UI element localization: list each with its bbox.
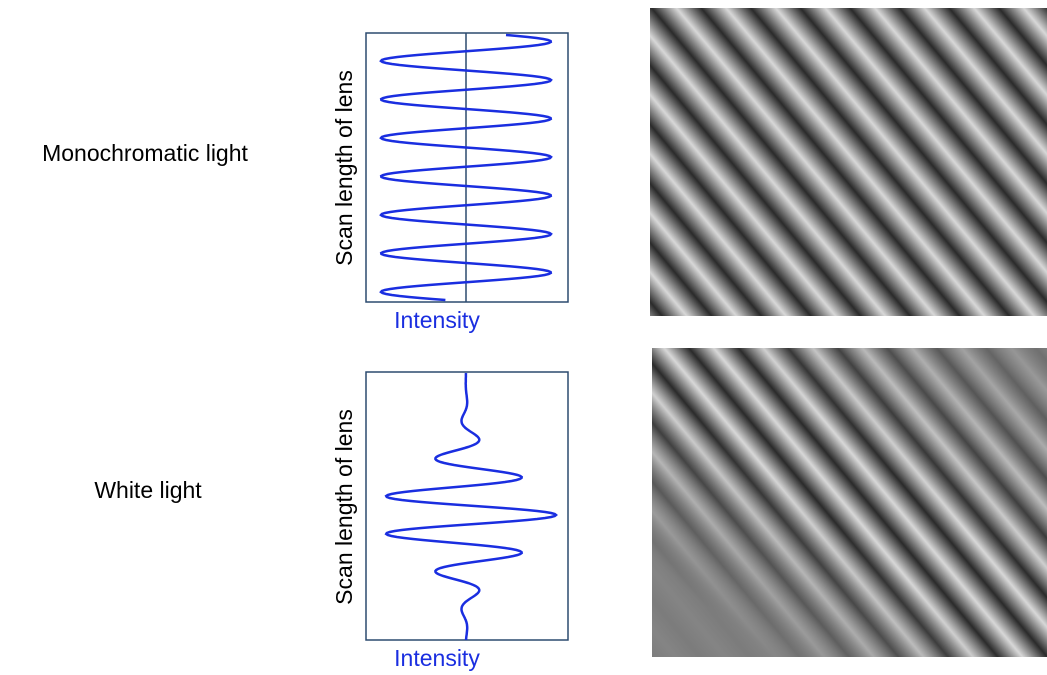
x-axis-label: Intensity [394, 645, 480, 671]
fringe-image [650, 8, 1047, 316]
y-axis-label: Scan length of lens [331, 409, 357, 605]
intensity-wave [386, 373, 556, 640]
figure: Monochromatic light White light Scan len… [0, 0, 1047, 675]
x-axis-label: Intensity [394, 307, 480, 333]
row-label: Monochromatic light [42, 140, 248, 166]
row-label: White light [94, 477, 202, 503]
fringe-image [652, 348, 1047, 657]
y-axis-label: Scan length of lens [331, 70, 357, 266]
